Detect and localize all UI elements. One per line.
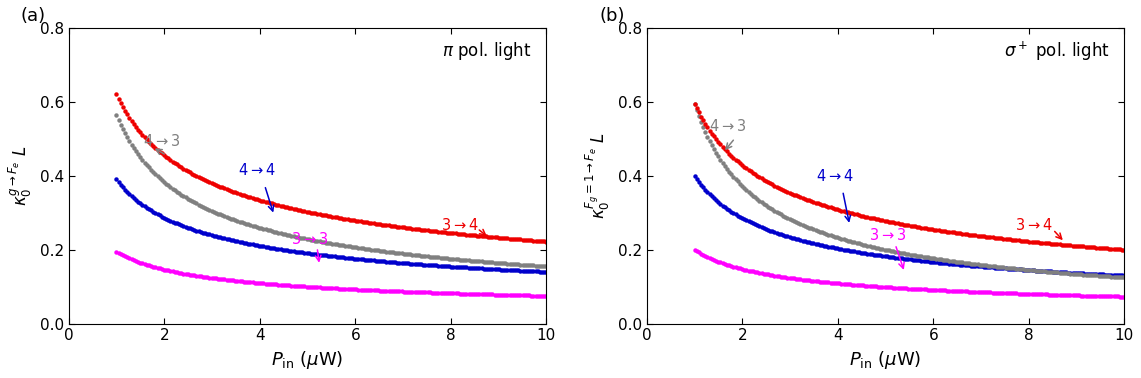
Text: $3\rightarrow4$: $3\rightarrow4$ [442,217,479,232]
Text: $4\rightarrow3$: $4\rightarrow3$ [709,118,746,134]
Text: $3\rightarrow3$: $3\rightarrow3$ [291,231,329,247]
Y-axis label: $\kappa_0^{g \rightarrow F_e}\ L$: $\kappa_0^{g \rightarrow F_e}\ L$ [7,146,34,206]
Y-axis label: $\kappa_0^{F_g=1 \rightarrow F_e}\ L$: $\kappa_0^{F_g=1 \rightarrow F_e}\ L$ [584,132,612,219]
Text: $4\rightarrow3$: $4\rightarrow3$ [143,133,180,149]
X-axis label: $P_{\rm in}$ ($\mu$W): $P_{\rm in}$ ($\mu$W) [849,349,922,371]
Text: $\pi$ pol. light: $\pi$ pol. light [443,40,532,62]
Text: $\sigma^+$ pol. light: $\sigma^+$ pol. light [1004,40,1110,63]
X-axis label: $P_{\rm in}$ ($\mu$W): $P_{\rm in}$ ($\mu$W) [272,349,343,371]
Text: (b): (b) [599,7,624,25]
Text: (a): (a) [21,7,46,25]
Text: $4\rightarrow4$: $4\rightarrow4$ [238,162,276,178]
Text: $4\rightarrow4$: $4\rightarrow4$ [816,168,853,184]
Text: $3\rightarrow4$: $3\rightarrow4$ [1014,217,1052,232]
Text: $3\rightarrow3$: $3\rightarrow3$ [869,227,906,243]
